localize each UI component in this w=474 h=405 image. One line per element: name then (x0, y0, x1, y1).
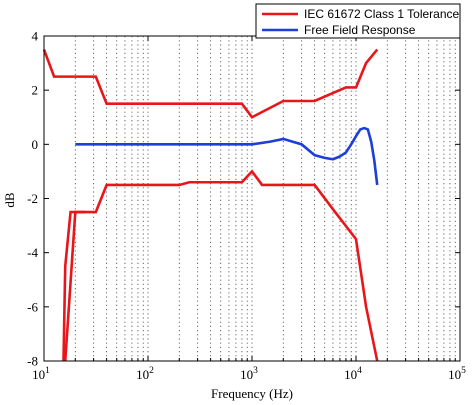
x-tick-label: 105 (448, 366, 466, 382)
tolerance-line-2 (62, 210, 86, 362)
legend: IEC 61672 Class 1 Tolerance Free Field R… (255, 3, 461, 39)
y-tick-label: -8 (27, 354, 38, 369)
plot-area (44, 36, 460, 361)
x-tick-label: 102 (136, 366, 154, 382)
y-tick-label: 2 (32, 83, 39, 98)
y-tick-label: 0 (32, 137, 39, 152)
x-tick-label: 101 (32, 366, 50, 382)
legend-box (255, 3, 461, 39)
x-tick-label: 104 (344, 366, 362, 382)
legend-label-tolerance: IEC 61672 Class 1 Tolerance (304, 7, 460, 21)
legend-label-free-field: Free Field Response (304, 23, 416, 37)
tolerance-line-1 (63, 169, 379, 362)
y-axis-label: dB (2, 192, 17, 208)
y-axis: 4 2 0 -2 -4 -6 -8 (27, 29, 460, 369)
tolerance-line-0 (42, 48, 379, 119)
y-tick-label: -2 (27, 191, 38, 206)
x-axis-label: Frequency (Hz) (211, 386, 293, 401)
x-axis: 101 102 103 104 105 (32, 36, 466, 382)
y-tick-label: -4 (27, 245, 38, 260)
free-field-line-0 (75, 126, 379, 186)
y-tick-label: 4 (32, 29, 39, 44)
y-tick-label: -6 (27, 299, 38, 314)
x-tick-label: 103 (240, 366, 258, 382)
series-lines (42, 48, 379, 362)
